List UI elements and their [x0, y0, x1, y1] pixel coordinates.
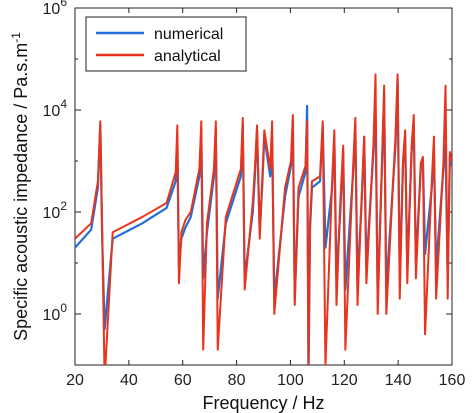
y-tick-label: 104 — [43, 97, 68, 120]
y-tick-exponent: 2 — [60, 199, 67, 213]
x-tick-label: 60 — [174, 372, 192, 389]
legend-label-numerical: numerical — [154, 26, 223, 43]
y-axis-label-main: Specific acoustic impedance / Pa.s.m — [11, 43, 31, 341]
plot-frame — [74, 7, 453, 366]
x-tick-label: 120 — [331, 372, 358, 389]
legend: numerical analytical — [85, 16, 247, 72]
y-tick-exponent: 0 — [60, 301, 67, 315]
legend-label-analytical: analytical — [154, 48, 221, 65]
y-axis-label-superscript: -1 — [9, 32, 23, 43]
series-line-analytical — [75, 73, 452, 365]
series-layer — [75, 73, 452, 365]
y-tick-exponent: 4 — [60, 97, 67, 111]
y-tick-label: 100 — [43, 301, 68, 324]
x-axis-label: Frequency / Hz — [202, 393, 324, 413]
y-axis-label: Specific acoustic impedance / Pa.s.m-1 — [9, 32, 31, 341]
axis-layer: 20 40 60 80 100 120 140 160100102104106Frequenc… — [9, 0, 465, 413]
x-tick-label: 160 — [439, 372, 466, 389]
x-tick-label: 20 — [66, 372, 84, 389]
y-tick-base: 10 — [43, 205, 61, 222]
y-tick-base: 10 — [43, 103, 61, 120]
y-tick-label: 102 — [43, 199, 68, 222]
x-tick-label: 140 — [385, 372, 412, 389]
x-tick-label: 80 — [228, 372, 246, 389]
y-tick-exponent: 6 — [60, 0, 67, 9]
y-tick-label: 106 — [43, 0, 68, 18]
x-tick-label: 40 — [120, 372, 138, 389]
y-tick-base: 10 — [43, 307, 61, 324]
y-tick-base: 10 — [43, 1, 61, 18]
x-tick-label: 100 — [277, 372, 304, 389]
legend-box — [85, 16, 247, 72]
